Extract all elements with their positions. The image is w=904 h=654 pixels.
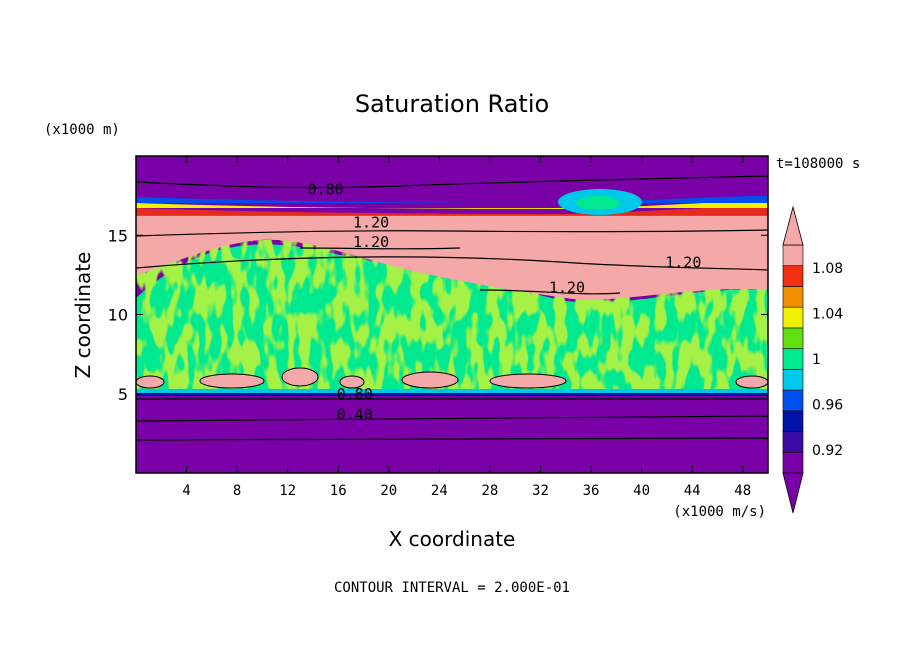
upper-green-patch bbox=[576, 196, 620, 210]
x-tick-label: 32 bbox=[532, 483, 549, 499]
x-unit-label: (x1000 m/s) bbox=[673, 504, 766, 520]
colorbar-max-extension bbox=[782, 205, 804, 246]
x-tick-label: 40 bbox=[633, 483, 650, 499]
x-tick-label: 4 bbox=[182, 483, 190, 499]
x-tick-label: 16 bbox=[330, 483, 347, 499]
contour-label: 1.20 bbox=[353, 233, 389, 251]
colorbar-segment bbox=[782, 369, 804, 391]
colorbar-segment bbox=[782, 286, 804, 308]
colorbar-label: 1 bbox=[812, 352, 821, 368]
colorbar-label: 1.08 bbox=[812, 261, 843, 277]
time-label: t=108000 s bbox=[776, 156, 860, 172]
colorbar-segment bbox=[782, 389, 804, 412]
transition-band-blue bbox=[136, 196, 768, 203]
x-tick-label: 12 bbox=[279, 483, 296, 499]
colorbar-label: 1.04 bbox=[812, 306, 843, 322]
x-tick-label: 8 bbox=[233, 483, 241, 499]
cloud-base-cyan bbox=[136, 389, 768, 393]
y-unit-label: (x1000 m) bbox=[44, 122, 120, 138]
contour-label: 1.20 bbox=[549, 279, 585, 297]
colorbar-segment bbox=[782, 306, 804, 329]
colorbar-segment bbox=[782, 348, 804, 370]
y-tick-label: 5 bbox=[118, 385, 128, 404]
x-tick-label: 48 bbox=[734, 483, 751, 499]
colorbar-label: 0.92 bbox=[812, 443, 843, 459]
contour-label: 1.20 bbox=[353, 214, 389, 232]
colorbar-min-extension bbox=[782, 472, 804, 514]
x-axis-label: X coordinate bbox=[389, 527, 516, 551]
contour-labels: 0.801.201.201.201.200.800.40 bbox=[308, 180, 702, 424]
y-tick-label: 15 bbox=[108, 226, 128, 245]
x-tick-label: 36 bbox=[583, 483, 600, 499]
contour-label: 0.80 bbox=[308, 180, 344, 198]
x-tick-label: 28 bbox=[481, 483, 498, 499]
contour-label: 0.80 bbox=[337, 385, 373, 403]
colorbar-segment bbox=[782, 244, 804, 267]
x-tick-label: 24 bbox=[431, 483, 448, 499]
colorbar-segment bbox=[782, 431, 804, 453]
y-axis-label: Z coordinate bbox=[71, 252, 95, 379]
cloud-base-blue bbox=[136, 393, 768, 396]
y-tick-label: 10 bbox=[108, 306, 128, 325]
colorbar-segment bbox=[782, 265, 804, 287]
contour-interval-footer: CONTOUR INTERVAL = 2.000E-01 bbox=[334, 580, 570, 596]
contour-label: 0.40 bbox=[337, 406, 373, 424]
colorbar: 1.08 1.04 1 0.96 0.92 bbox=[782, 205, 843, 514]
chart-title: Saturation Ratio bbox=[355, 90, 549, 118]
plot-field bbox=[136, 156, 768, 473]
colorbar-segment bbox=[782, 410, 804, 432]
x-tick-label: 44 bbox=[684, 483, 701, 499]
x-tick-label: 20 bbox=[380, 483, 397, 499]
x-axis-ticks: 4 8 12 16 20 24 28 32 36 40 44 48 bbox=[182, 156, 751, 499]
transition-band-orange bbox=[136, 201, 768, 209]
contour-label: 1.20 bbox=[665, 253, 701, 271]
colorbar-label: 0.96 bbox=[812, 398, 843, 414]
y-axis-ticks: 5 10 15 bbox=[108, 226, 768, 404]
contour-lines bbox=[136, 175, 768, 441]
colorbar-segment bbox=[782, 451, 804, 474]
lower-pink-lenses bbox=[136, 367, 768, 389]
colorbar-segment bbox=[782, 327, 804, 349]
